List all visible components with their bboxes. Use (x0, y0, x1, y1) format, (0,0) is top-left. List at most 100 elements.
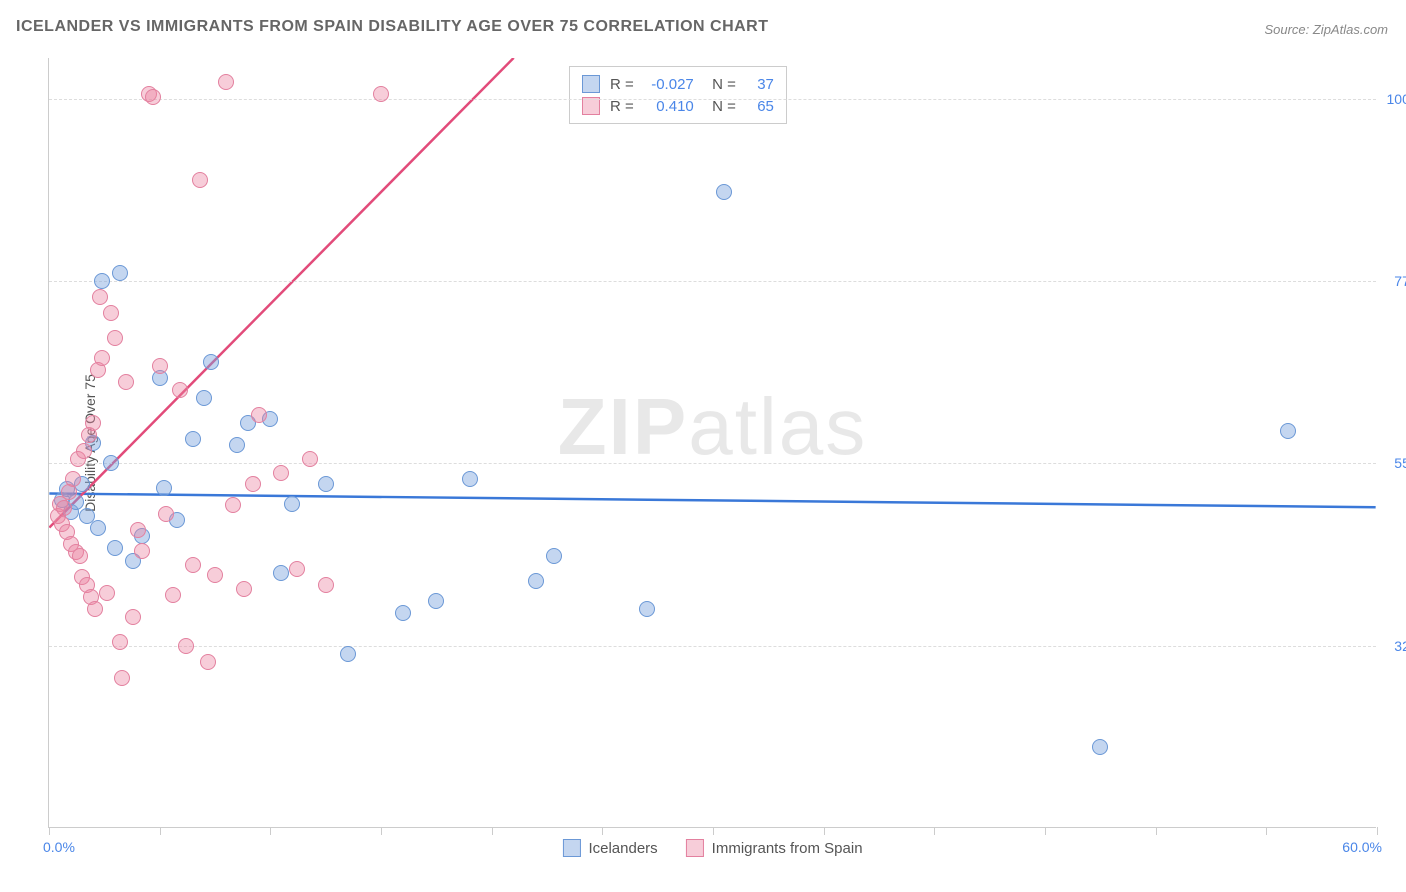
scatter-point (158, 506, 174, 522)
scatter-point (716, 184, 732, 200)
scatter-point (56, 500, 72, 516)
scatter-point (245, 476, 261, 492)
scatter-point (225, 497, 241, 513)
scatter-point (103, 455, 119, 471)
scatter-point (528, 573, 544, 589)
y-tick-label: 55.0% (1382, 455, 1406, 471)
legend-n-label: N = (704, 76, 736, 93)
scatter-point (273, 465, 289, 481)
scatter-point (65, 471, 81, 487)
scatter-point (546, 548, 562, 564)
legend-series-label: Icelanders (588, 840, 657, 857)
scatter-point (165, 587, 181, 603)
y-tick-label: 32.5% (1382, 638, 1406, 654)
legend-series: Icelanders Immigrants from Spain (562, 839, 862, 857)
scatter-point (289, 561, 305, 577)
scatter-point (236, 581, 252, 597)
legend-stat-row: R = -0.027 N = 37 (582, 73, 774, 95)
legend-series-item: Icelanders (562, 839, 657, 857)
legend-r-value: 0.410 (644, 98, 694, 115)
scatter-point (72, 548, 88, 564)
scatter-point (94, 350, 110, 366)
plot-area: ZIPatlas Disability Age Over 75 0.0% 60.… (48, 58, 1376, 828)
scatter-point (318, 577, 334, 593)
scatter-point (103, 305, 119, 321)
scatter-point (373, 86, 389, 102)
x-tick (1266, 827, 1267, 835)
watermark: ZIPatlas (558, 381, 867, 473)
x-tick (160, 827, 161, 835)
x-tick (934, 827, 935, 835)
scatter-point (185, 557, 201, 573)
legend-n-value: 65 (746, 98, 774, 115)
legend-swatch (582, 75, 600, 93)
scatter-point (112, 634, 128, 650)
scatter-point (273, 565, 289, 581)
scatter-point (639, 601, 655, 617)
scatter-point (207, 567, 223, 583)
x-tick (1045, 827, 1046, 835)
trend-lines-svg (49, 58, 1376, 827)
scatter-point (125, 609, 141, 625)
legend-n-label: N = (704, 98, 736, 115)
x-tick (49, 827, 50, 835)
x-tick (270, 827, 271, 835)
scatter-point (462, 471, 478, 487)
x-tick (1156, 827, 1157, 835)
scatter-point (87, 601, 103, 617)
scatter-point (192, 172, 208, 188)
legend-r-value: -0.027 (644, 76, 694, 93)
x-tick (1377, 827, 1378, 835)
scatter-point (284, 496, 300, 512)
x-tick (824, 827, 825, 835)
y-tick-label: 100.0% (1382, 91, 1406, 107)
scatter-point (318, 476, 334, 492)
scatter-point (90, 520, 106, 536)
scatter-point (156, 480, 172, 496)
scatter-point (200, 654, 216, 670)
scatter-point (107, 540, 123, 556)
legend-n-value: 37 (746, 76, 774, 93)
scatter-point (218, 74, 234, 90)
legend-series-item: Immigrants from Spain (686, 839, 863, 857)
scatter-point (85, 415, 101, 431)
x-tick (602, 827, 603, 835)
scatter-point (172, 382, 188, 398)
scatter-point (185, 431, 201, 447)
scatter-point (302, 451, 318, 467)
scatter-point (99, 585, 115, 601)
scatter-point (1280, 423, 1296, 439)
scatter-point (112, 265, 128, 281)
legend-swatch (562, 839, 580, 857)
scatter-point (178, 638, 194, 654)
scatter-point (107, 330, 123, 346)
scatter-point (340, 646, 356, 662)
scatter-point (118, 374, 134, 390)
legend-swatch (686, 839, 704, 857)
x-axis-start-label: 0.0% (43, 839, 75, 855)
legend-swatch (582, 97, 600, 115)
scatter-point (251, 407, 267, 423)
scatter-point (114, 670, 130, 686)
legend-r-label: R = (610, 76, 634, 93)
scatter-point (76, 443, 92, 459)
x-axis-end-label: 60.0% (1342, 839, 1382, 855)
chart-title: ICELANDER VS IMMIGRANTS FROM SPAIN DISAB… (16, 18, 769, 36)
legend-series-label: Immigrants from Spain (712, 840, 863, 857)
scatter-point (428, 593, 444, 609)
grid-line (49, 463, 1376, 464)
scatter-point (94, 273, 110, 289)
x-tick (381, 827, 382, 835)
grid-line (49, 646, 1376, 647)
scatter-point (92, 289, 108, 305)
x-tick (713, 827, 714, 835)
scatter-point (1092, 739, 1108, 755)
x-tick (492, 827, 493, 835)
scatter-point (145, 89, 161, 105)
grid-line (49, 281, 1376, 282)
legend-r-label: R = (610, 98, 634, 115)
chart-source: Source: ZipAtlas.com (1264, 22, 1388, 37)
scatter-point (130, 522, 146, 538)
scatter-point (395, 605, 411, 621)
y-tick-label: 77.5% (1382, 273, 1406, 289)
